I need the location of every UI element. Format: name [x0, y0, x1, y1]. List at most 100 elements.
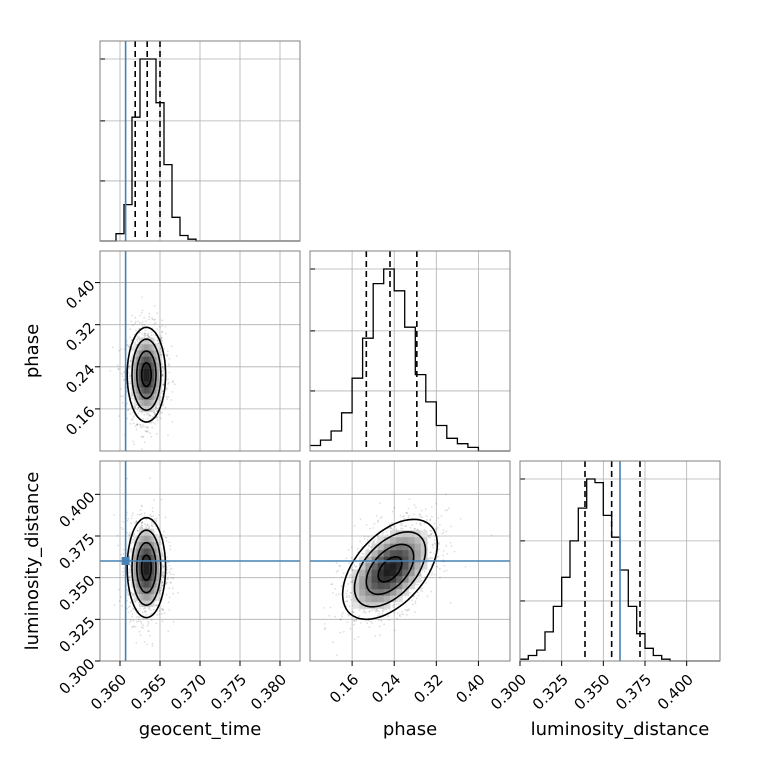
- sample-point: [169, 582, 172, 584]
- density-cell: [414, 562, 422, 570]
- sample-point: [158, 342, 161, 345]
- sample-point: [144, 430, 147, 432]
- sample-point: [161, 353, 163, 356]
- density-cell: [156, 535, 160, 543]
- sample-point: [129, 374, 132, 377]
- density-cell: [156, 580, 160, 588]
- density-cell: [151, 399, 155, 406]
- density-cell: [138, 554, 142, 562]
- contour-level-0: [377, 555, 403, 583]
- sample-point: [148, 634, 151, 637]
- sample-point: [132, 595, 135, 597]
- panel-2d-luminosity_distance_vs_phase-frame: [309, 460, 511, 662]
- sample-point: [161, 564, 164, 566]
- sample-point: [134, 625, 137, 628]
- sample-point: [377, 519, 379, 522]
- density-cell: [396, 543, 403, 551]
- sample-point: [166, 396, 168, 399]
- sample-point: [429, 530, 432, 532]
- sample-point: [142, 435, 145, 438]
- density-cell: [151, 343, 155, 351]
- density-cell: [365, 549, 372, 557]
- sample-point: [421, 590, 424, 593]
- sample-point: [342, 611, 344, 614]
- sample-point: [130, 550, 132, 553]
- sample-point: [152, 515, 155, 517]
- sample-point: [141, 448, 143, 450]
- sample-point: [141, 524, 144, 527]
- sample-point: [421, 587, 423, 590]
- ticklabel-x-luminosity_distance-3: 0.375: [612, 671, 655, 714]
- sample-point: [402, 613, 405, 616]
- sample-point: [349, 627, 352, 630]
- density-cell: [138, 393, 142, 400]
- sample-point: [444, 509, 447, 512]
- sample-point: [161, 607, 164, 610]
- sample-point: [128, 365, 131, 367]
- sample-point: [399, 515, 402, 517]
- density-cell: [133, 574, 137, 582]
- density-cell: [143, 535, 147, 543]
- sample-point: [152, 421, 155, 424]
- density-cell: [151, 548, 155, 556]
- sample-point: [172, 573, 175, 576]
- sample-point: [161, 363, 164, 366]
- sample-point: [362, 611, 365, 614]
- sample-point: [147, 629, 149, 632]
- density-cell: [146, 600, 150, 608]
- density-cell: [136, 587, 140, 595]
- sample-point: [164, 516, 167, 519]
- ticklabel-y-phase-0: 0.16: [62, 403, 98, 439]
- sample-point: [168, 371, 171, 374]
- sample-point: [445, 530, 448, 533]
- sample-point: [439, 567, 441, 570]
- density-cell: [141, 374, 145, 382]
- sample-point: [378, 619, 380, 622]
- ticklabel-y-phase-2: 0.32: [62, 318, 98, 354]
- sample-point: [375, 609, 378, 612]
- sample-point: [151, 510, 154, 513]
- sample-point: [363, 608, 365, 611]
- sample-point: [148, 414, 151, 417]
- sample-point: [440, 515, 443, 518]
- sample-point: [161, 581, 164, 584]
- density-cell: [151, 393, 155, 400]
- sample-point: [140, 435, 143, 438]
- sample-point: [112, 346, 114, 349]
- sample-point: [344, 600, 346, 603]
- sample-point: [132, 593, 135, 595]
- contour-level-1: [136, 541, 157, 594]
- density-cell: [133, 356, 137, 363]
- density-cell: [151, 593, 155, 601]
- density-cell: [138, 600, 142, 608]
- sample-point: [413, 513, 416, 516]
- sample-point: [130, 394, 133, 397]
- sample-point: [393, 525, 396, 528]
- sample-point: [362, 553, 365, 556]
- sample-point: [128, 534, 131, 537]
- sample-point: [122, 552, 125, 555]
- density-cell: [153, 393, 157, 400]
- sample-point: [140, 626, 143, 628]
- density-cell: [151, 374, 155, 382]
- sample-point: [149, 415, 152, 417]
- sample-point: [121, 375, 124, 378]
- sample-point: [431, 543, 434, 546]
- sample-point: [372, 541, 375, 544]
- sample-point: [132, 440, 135, 443]
- density-cell: [143, 587, 147, 595]
- sample-point: [141, 333, 144, 335]
- sample-point: [414, 600, 417, 603]
- sample-point: [388, 619, 390, 621]
- density-cell: [151, 567, 155, 575]
- sample-point: [155, 406, 158, 409]
- density-cell: [133, 362, 137, 369]
- sample-point: [339, 631, 342, 634]
- sample-point: [127, 345, 130, 347]
- sample-point: [166, 398, 168, 401]
- sample-point: [365, 524, 368, 526]
- sample-point: [425, 508, 427, 511]
- sample-point: [357, 635, 360, 638]
- sample-point: [168, 357, 171, 360]
- sample-point: [155, 407, 158, 410]
